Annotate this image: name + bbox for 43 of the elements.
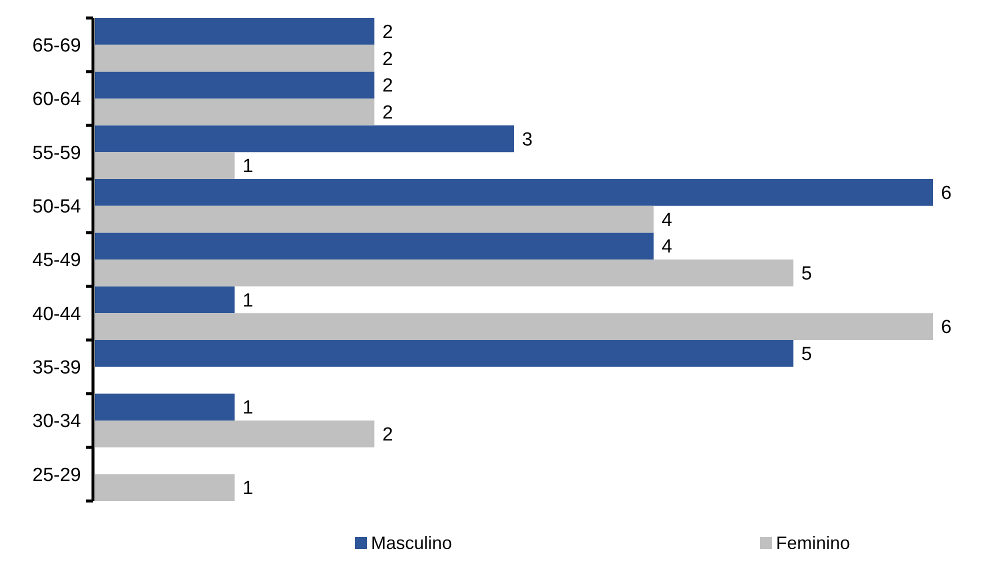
data-label: 2 <box>382 76 393 97</box>
data-label: 6 <box>941 317 952 338</box>
data-label: 2 <box>382 424 393 446</box>
data-label: 5 <box>801 344 812 366</box>
y-tick-label: 40-44 <box>32 304 82 325</box>
bar <box>95 179 933 206</box>
bar <box>95 474 235 501</box>
data-label: 1 <box>242 478 254 500</box>
bar <box>95 206 654 233</box>
data-label: 2 <box>382 102 393 124</box>
y-tick-label: 60-64 <box>32 89 82 110</box>
bar <box>95 286 235 314</box>
bar <box>95 98 374 126</box>
bar <box>95 72 374 98</box>
data-label: 5 <box>801 264 812 285</box>
y-tick-label: 65-69 <box>32 35 81 56</box>
y-tick-label: 25-29 <box>32 464 81 486</box>
bar <box>95 125 514 152</box>
bar <box>95 260 794 286</box>
y-tick-label: 55-59 <box>32 142 81 164</box>
y-tick-label: 50-54 <box>32 196 82 218</box>
bar <box>95 232 654 260</box>
y-tick-label: 35-39 <box>32 357 81 378</box>
bar <box>95 420 374 448</box>
data-label: 4 <box>662 236 673 258</box>
y-tick-label: 45-49 <box>32 250 81 272</box>
data-label: 3 <box>522 129 533 150</box>
bar <box>95 394 235 420</box>
y-tick-label: 30-34 <box>32 411 82 432</box>
data-label: 1 <box>242 156 254 178</box>
legend-label: Feminino <box>776 533 850 553</box>
legend-label: Masculino <box>371 533 452 553</box>
data-label: 2 <box>382 48 393 70</box>
data-label: 6 <box>941 183 952 204</box>
bar <box>95 340 794 367</box>
bar <box>95 152 235 179</box>
data-label: 1 <box>242 398 254 419</box>
data-label: 4 <box>662 210 673 231</box>
data-label: 1 <box>242 290 254 312</box>
bar <box>95 44 374 72</box>
bar <box>95 18 374 45</box>
bar <box>95 313 933 340</box>
data-label: 2 <box>382 22 393 44</box>
